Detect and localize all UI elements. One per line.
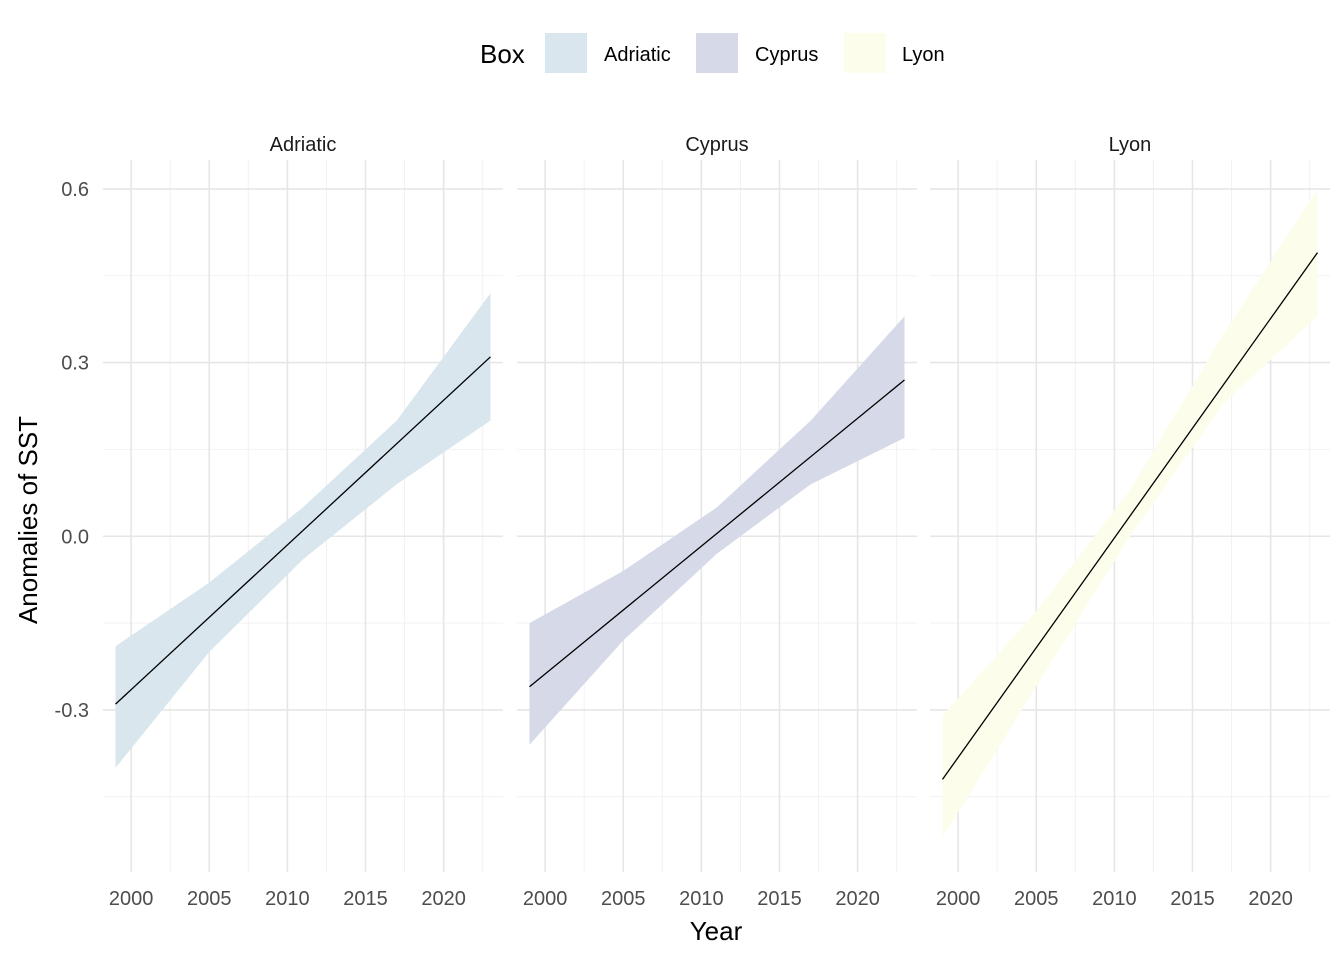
panel-title-cyprus: Cyprus <box>685 134 748 156</box>
panel-title-lyon: Lyon <box>1109 134 1152 156</box>
legend: Box Adriatic Cyprus Lyon <box>480 33 945 73</box>
y-tick-label: 0.3 <box>61 353 89 375</box>
trend-line-cyprus <box>529 379 905 688</box>
x-tick-label: 2010 <box>265 888 310 910</box>
panel-lyon: Lyon 2000 2005 2010 2015 2020 <box>930 134 1330 910</box>
x-tick-label: 2005 <box>1014 888 1059 910</box>
legend-label-lyon: Lyon <box>902 44 945 66</box>
panel-title-adriatic: Adriatic <box>270 134 337 156</box>
x-tick-label: 2000 <box>523 888 568 910</box>
x-tick-label: 2020 <box>421 888 466 910</box>
legend-key-adriatic <box>545 33 587 73</box>
x-tick-label: 2005 <box>601 888 646 910</box>
x-tick-label: 2000 <box>109 888 154 910</box>
x-tick-label: 2010 <box>1092 888 1137 910</box>
trend-line-lyon <box>941 252 1319 780</box>
y-tick-label: 0.6 <box>61 179 89 201</box>
legend-title: Box <box>480 39 525 69</box>
x-tick-label: 2015 <box>1170 888 1215 910</box>
x-tick-label: 2015 <box>343 888 388 910</box>
x-axis-title: Year <box>690 916 743 946</box>
legend-label-cyprus: Cyprus <box>755 44 818 66</box>
x-tick-label: 2020 <box>835 888 880 910</box>
x-tick-label: 2015 <box>757 888 802 910</box>
confidence-band-cyprus <box>529 316 905 745</box>
legend-key-cyprus <box>696 33 738 73</box>
panel-adriatic: Adriatic 2000 2005 2010 2015 2020 <box>103 134 503 910</box>
x-tick-label: 2020 <box>1248 888 1293 910</box>
panel-cyprus: Cyprus 2000 2005 2010 2015 2020 <box>517 134 917 910</box>
x-tick-label: 2005 <box>187 888 232 910</box>
legend-label-adriatic: Adriatic <box>604 44 671 66</box>
y-axis: -0.3 0.0 0.3 0.6 <box>55 179 89 722</box>
y-tick-label: -0.3 <box>55 700 89 722</box>
x-tick-label: 2010 <box>679 888 724 910</box>
confidence-band-lyon <box>942 188 1318 838</box>
facet-panels: Adriatic 2000 2005 2010 2015 2020 Cyprus 2000 20… <box>103 134 1330 910</box>
y-tick-label: 0.0 <box>61 526 89 548</box>
y-axis-title: Anomalies of SST <box>13 416 43 624</box>
legend-key-lyon <box>844 33 886 73</box>
x-tick-label: 2000 <box>936 888 981 910</box>
trend-line-adriatic <box>115 356 491 705</box>
